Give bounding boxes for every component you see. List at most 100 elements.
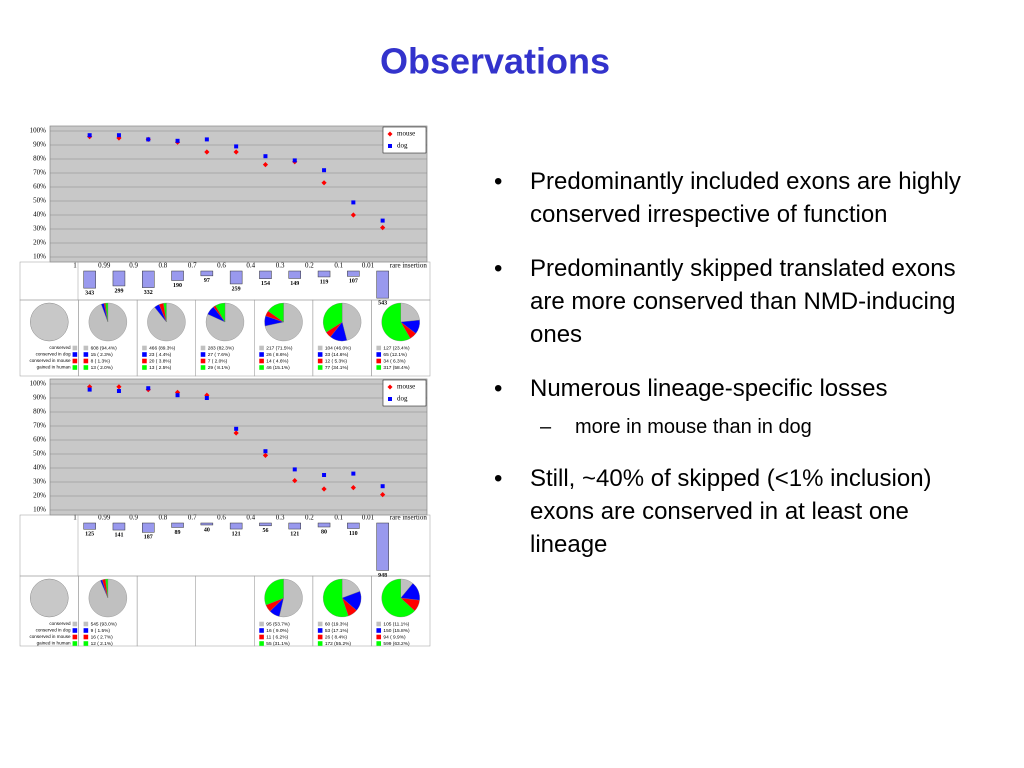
count-bar bbox=[259, 522, 272, 527]
legend-label: mouse bbox=[397, 130, 415, 138]
legend-box bbox=[382, 126, 427, 154]
count-label: 110 bbox=[349, 531, 358, 537]
y-tick-label: 40% bbox=[33, 464, 46, 472]
table-entry: 60 (19.3%) bbox=[325, 621, 349, 627]
table-swatch bbox=[200, 358, 206, 364]
point bbox=[321, 180, 327, 186]
table-swatch bbox=[83, 634, 89, 640]
count-bar bbox=[200, 270, 214, 277]
point bbox=[322, 473, 327, 477]
table-swatch bbox=[142, 358, 147, 364]
table-entry: 217 (71.5%) bbox=[266, 345, 293, 351]
point bbox=[351, 200, 356, 205]
point bbox=[350, 212, 356, 218]
count-bar bbox=[259, 270, 272, 279]
point bbox=[233, 149, 239, 155]
bullet-text: Predominantly included exons are highly … bbox=[530, 168, 961, 228]
count-bar bbox=[288, 522, 301, 530]
x-tick-label: rare insertion bbox=[390, 514, 428, 522]
y-tick-label: 40% bbox=[33, 211, 46, 219]
point bbox=[292, 478, 298, 484]
pie-legend-label: conserved in mouse bbox=[29, 634, 71, 639]
pie-slice bbox=[205, 302, 245, 342]
x-tick-label: 0.1 bbox=[334, 514, 343, 522]
point bbox=[204, 396, 209, 400]
y-tick-label: 50% bbox=[33, 197, 46, 205]
count-bar bbox=[112, 522, 126, 531]
slide-title: Observations bbox=[380, 41, 610, 82]
table-entry: 15 ( 2.3%) bbox=[91, 352, 114, 358]
legend-marker bbox=[388, 144, 392, 148]
table-entry: 94 ( 9.9%) bbox=[383, 634, 406, 640]
count-bar bbox=[347, 522, 360, 529]
y-tick-label: 90% bbox=[33, 141, 46, 149]
table-swatch bbox=[376, 345, 382, 351]
table-swatch bbox=[259, 365, 264, 370]
table-entry: 11 ( 6.2%) bbox=[266, 634, 288, 640]
count-label: 119 bbox=[320, 279, 329, 285]
y-tick-label: 20% bbox=[33, 492, 46, 500]
count-bar bbox=[200, 522, 214, 526]
point bbox=[380, 484, 385, 489]
x-tick-label: 0.9 bbox=[129, 514, 138, 522]
point bbox=[146, 137, 151, 142]
legend-label: dog bbox=[397, 395, 408, 403]
y-tick-label: 30% bbox=[33, 225, 46, 233]
y-tick-label: 10% bbox=[33, 253, 46, 261]
point bbox=[350, 485, 356, 491]
count-bar bbox=[376, 522, 389, 571]
point bbox=[175, 138, 180, 143]
x-tick-label: 0.01 bbox=[362, 514, 375, 522]
x-tick-label: 0.4 bbox=[246, 262, 255, 270]
count-bar bbox=[229, 270, 243, 285]
table-entry: 608 (94.4%) bbox=[91, 345, 118, 351]
x-tick-label: rare insertion bbox=[390, 262, 428, 270]
bullet-text: Still, ~40% of skipped (<1% inclusion) e… bbox=[530, 465, 932, 558]
pie-slice bbox=[215, 302, 226, 323]
pie-slice bbox=[323, 302, 343, 333]
x-tick-label: 0.99 bbox=[98, 262, 111, 270]
table-entry: 16 ( 2.7%) bbox=[91, 634, 114, 640]
table-swatch bbox=[259, 641, 264, 646]
pie-legend-label: conserved in dog bbox=[36, 352, 71, 357]
table-entry: 9 ( 1.5%) bbox=[91, 628, 111, 634]
plot-area bbox=[49, 125, 428, 263]
point bbox=[116, 384, 122, 390]
pie-legend-swatch bbox=[72, 358, 78, 364]
table-swatch bbox=[142, 365, 147, 370]
x-tick-label: 0.6 bbox=[217, 262, 226, 270]
point bbox=[292, 467, 297, 472]
count-label: 40 bbox=[204, 527, 210, 533]
y-tick-label: 20% bbox=[33, 239, 46, 247]
table-swatch bbox=[376, 641, 382, 646]
legend-marker bbox=[387, 131, 393, 137]
table-entry: 23 ( 4.4%) bbox=[149, 352, 172, 358]
pie-slice bbox=[400, 302, 420, 323]
count-bar bbox=[142, 522, 155, 533]
point bbox=[234, 144, 239, 149]
table-swatch bbox=[317, 634, 323, 640]
x-tick-label: 0.9 bbox=[129, 262, 138, 270]
table-swatch bbox=[317, 365, 323, 370]
count-label: 80 bbox=[321, 529, 327, 535]
count-label: 121 bbox=[290, 531, 299, 537]
sub-bullet: more in mouse than in dog bbox=[530, 413, 970, 441]
point bbox=[204, 137, 209, 142]
legend-box bbox=[382, 379, 427, 407]
y-tick-label: 10% bbox=[33, 506, 46, 514]
pie-slice bbox=[323, 578, 349, 618]
table-entry: 13 ( 2.5%) bbox=[149, 365, 172, 371]
count-bar bbox=[317, 270, 331, 278]
pie-legend-swatch bbox=[72, 641, 78, 646]
table-entry: 8 ( 1.3%) bbox=[91, 358, 111, 364]
counts-frame bbox=[19, 514, 431, 577]
table-swatch bbox=[259, 352, 264, 357]
bullet: Still, ~40% of skipped (<1% inclusion) e… bbox=[490, 462, 970, 561]
pie-legend-swatch bbox=[72, 634, 78, 640]
point bbox=[233, 430, 239, 436]
count-label: 543 bbox=[378, 301, 387, 307]
point bbox=[234, 426, 239, 431]
count-label: 149 bbox=[290, 281, 299, 287]
pie-legend-label: conserved bbox=[49, 345, 71, 350]
